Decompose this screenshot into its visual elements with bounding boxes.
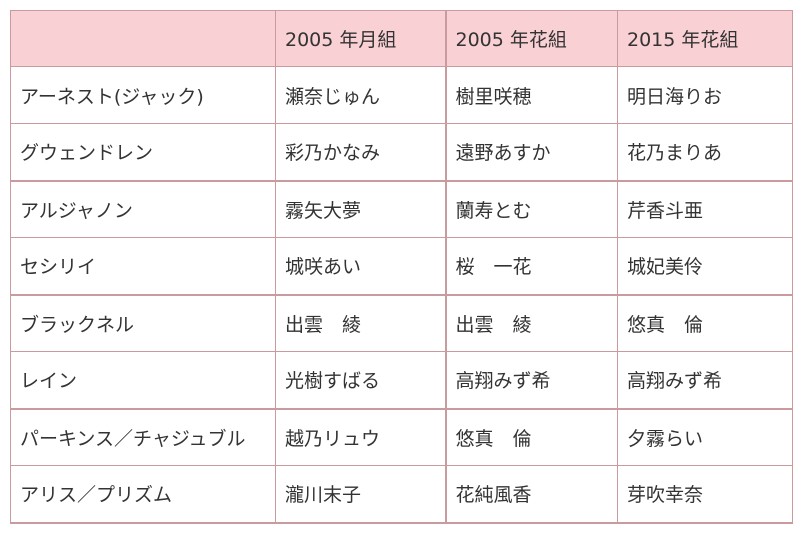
role-cell: レイン xyxy=(10,351,276,410)
cast-cell: 芹香斗亜 xyxy=(617,180,793,238)
cast-cell: 城咲あい xyxy=(275,237,446,296)
role-cell: アルジャノン xyxy=(10,180,276,238)
cast-cell: 花純風香 xyxy=(444,465,618,524)
table-row: アリス／プリズム 瀧川末子 花純風香 芽吹幸奈 xyxy=(10,465,793,524)
role-cell: パーキンス／チャジュブル xyxy=(10,408,276,466)
header-cell-2005-tsukigumi: 2005 年月組 xyxy=(275,10,446,67)
cast-cell: 光樹すばる xyxy=(275,351,446,410)
table-header-row: 2005 年月組 2005 年花組 2015 年花組 xyxy=(10,10,793,67)
cast-cell: 瀧川末子 xyxy=(275,465,446,524)
cast-cell: 樹里咲穂 xyxy=(444,66,618,124)
table-row: セシリイ 城咲あい 桜 一花 城妃美伶 xyxy=(10,237,793,296)
role-cell: アリス／プリズム xyxy=(10,465,276,524)
cast-cell: 悠真 倫 xyxy=(617,294,793,352)
cast-cell: 高翔みず希 xyxy=(444,351,618,410)
cast-cell: 出雲 綾 xyxy=(275,294,446,352)
table-row: アルジャノン 霧矢大夢 蘭寿とむ 芹香斗亜 xyxy=(10,180,793,238)
cast-cell: 明日海りお xyxy=(617,66,793,124)
cast-cell: 蘭寿とむ xyxy=(444,180,618,238)
role-cell: セシリイ xyxy=(10,237,276,296)
cast-cell: 桜 一花 xyxy=(444,237,618,296)
cast-cell: 瀬奈じゅん xyxy=(275,66,446,124)
cast-cell: 城妃美伶 xyxy=(617,237,793,296)
table-row: パーキンス／チャジュブル 越乃リュウ 悠真 倫 夕霧らい xyxy=(10,408,793,466)
header-cell-2005-hanagumi: 2005 年花組 xyxy=(444,10,618,67)
table-row: ブラックネル 出雲 綾 出雲 綾 悠真 倫 xyxy=(10,294,793,352)
role-cell: アーネスト(ジャック) xyxy=(10,66,276,124)
table-row: アーネスト(ジャック) 瀬奈じゅん 樹里咲穂 明日海りお xyxy=(10,66,793,124)
cast-cell: 高翔みず希 xyxy=(617,351,793,410)
cast-cell: 悠真 倫 xyxy=(444,408,618,466)
table-row: グウェンドレン 彩乃かなみ 遠野あすか 花乃まりあ xyxy=(10,123,793,182)
cast-comparison-table: 2005 年月組 2005 年花組 2015 年花組 アーネスト(ジャック) 瀬… xyxy=(10,10,793,524)
header-cell-role xyxy=(10,10,276,67)
header-cell-2015-hanagumi: 2015 年花組 xyxy=(617,10,793,67)
role-cell: ブラックネル xyxy=(10,294,276,352)
cast-cell: 霧矢大夢 xyxy=(275,180,446,238)
cast-cell: 遠野あすか xyxy=(444,123,618,182)
table-row: レイン 光樹すばる 高翔みず希 高翔みず希 xyxy=(10,351,793,410)
cast-cell: 越乃リュウ xyxy=(275,408,446,466)
cast-cell: 彩乃かなみ xyxy=(275,123,446,182)
cast-cell: 芽吹幸奈 xyxy=(617,465,793,524)
cast-cell: 出雲 綾 xyxy=(444,294,618,352)
cast-cell: 夕霧らい xyxy=(617,408,793,466)
cast-cell: 花乃まりあ xyxy=(617,123,793,182)
role-cell: グウェンドレン xyxy=(10,123,276,182)
